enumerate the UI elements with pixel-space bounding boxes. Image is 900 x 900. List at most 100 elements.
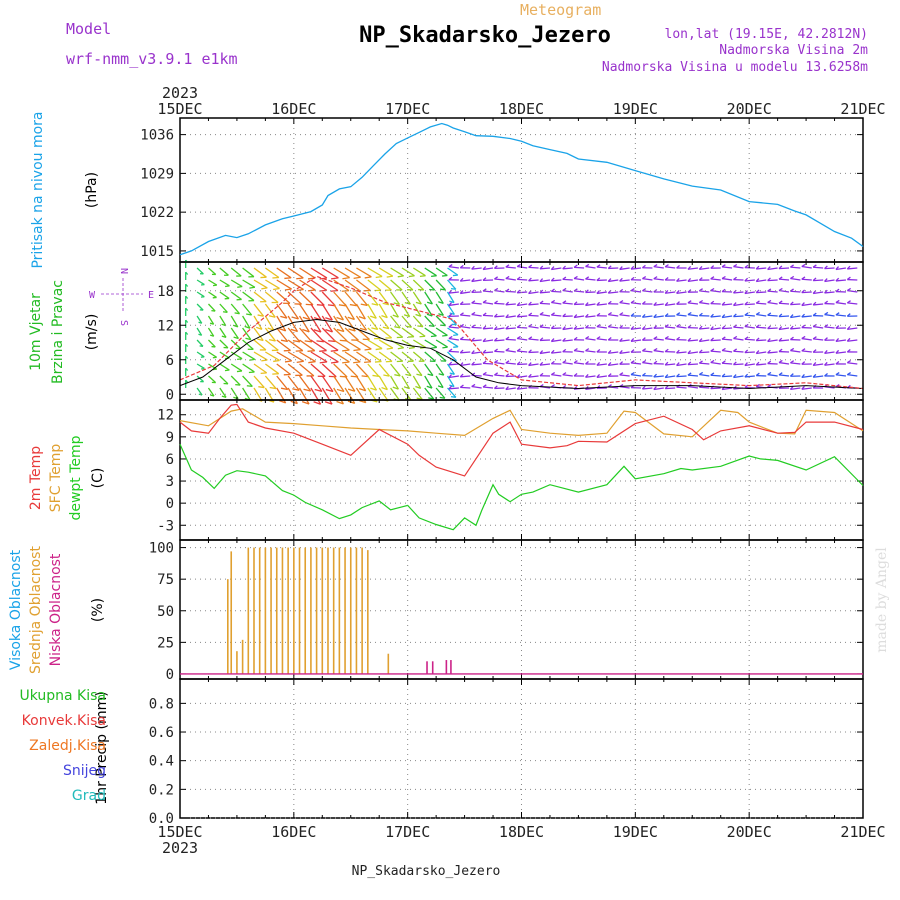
wind-vector-arrow <box>353 276 361 280</box>
wind-vector-arrow <box>653 347 658 352</box>
wind-vector-arrow <box>607 362 612 366</box>
wind-vector-arrow <box>253 327 264 341</box>
wind-vector-arrow <box>835 360 840 365</box>
wind-vector-arrow <box>428 397 434 400</box>
wind-vector-arrow <box>390 375 399 390</box>
wind-vector-arrow <box>813 266 824 269</box>
wind-vector-arrow <box>539 300 544 304</box>
wind-vector-arrow <box>789 386 794 390</box>
wind-vector-arrow <box>539 267 551 270</box>
wind-vector-arrow <box>517 350 528 353</box>
wind-vector-arrow <box>516 361 521 365</box>
wind-vector-arrow <box>367 375 378 391</box>
wind-vector-arrow <box>698 371 704 376</box>
cloud-ytick-label: 100 <box>149 541 174 557</box>
wind-vector-arrow <box>767 312 772 316</box>
wind-vector-arrow <box>253 303 265 317</box>
wind-vector-arrow <box>448 302 453 306</box>
legend-konvek-kisa: Konvek.Kisa <box>22 713 106 729</box>
wind-vector-arrow <box>447 387 457 398</box>
wind-vector-arrow <box>528 303 539 306</box>
wind-vector-arrow <box>471 311 476 316</box>
wind-vector-arrow <box>448 337 459 341</box>
wind-vector-arrow <box>710 327 721 331</box>
wind-vector-arrow <box>755 300 760 304</box>
wind-vector-arrow <box>824 279 835 283</box>
wind-vector-arrow <box>367 351 382 363</box>
wind-vector-arrow <box>642 359 647 364</box>
wind-vector-arrow <box>516 348 521 352</box>
wind-vector-arrow <box>246 313 252 316</box>
wind-vector-arrow <box>482 312 487 316</box>
wind-vector-arrow <box>744 375 755 378</box>
wind-vector-arrow <box>448 263 453 268</box>
wind-vector-arrow <box>471 337 475 342</box>
wind-vector-arrow <box>435 339 448 348</box>
wind-vector-arrow <box>801 385 805 390</box>
wind-vector-arrow <box>550 349 555 354</box>
wind-vector-arrow <box>516 263 521 268</box>
wind-vector-arrow <box>460 314 471 317</box>
wind-vector-arrow <box>494 339 505 342</box>
wind-vector-arrow <box>573 275 578 280</box>
wind-vector-arrow <box>324 401 333 405</box>
wind-vector-arrow <box>359 327 367 331</box>
wind-vector-arrow <box>505 349 516 353</box>
cloud-ticks: 0 25 50 75 100 <box>149 540 864 683</box>
wind-vector-arrow <box>607 278 612 282</box>
wind-vector-arrow <box>325 388 334 393</box>
wind-vector-arrow <box>801 263 806 268</box>
bottom-date-15dec: 15DEC <box>157 823 202 841</box>
wind-vector-arrow <box>415 301 422 305</box>
wind-vector-arrow <box>284 360 292 363</box>
wind-vector-arrow <box>630 289 642 293</box>
wind-vector-arrow <box>185 319 189 323</box>
wind-vector-arrow <box>528 325 539 329</box>
wind-vector-arrow <box>619 337 623 342</box>
wind-vector-arrow <box>710 287 715 292</box>
wind-vector-arrow <box>212 368 217 371</box>
wind-vector-arrow <box>494 327 505 331</box>
wind-vector-arrow <box>310 327 325 343</box>
wind-vector-arrow <box>619 299 624 304</box>
legend-zaledj-kisa: Zaledj.Kisa <box>29 738 106 754</box>
wind-vector-arrow <box>687 374 698 377</box>
meteogram-label: Meteogram <box>520 1 601 19</box>
wind-vector-arrow <box>824 313 835 317</box>
wind-vector-arrow <box>242 387 251 401</box>
wind-vector-arrow <box>790 266 801 269</box>
wind-vector-arrow <box>299 339 316 352</box>
wind-vector-arrow <box>336 328 345 333</box>
wind-vector-arrow <box>333 327 348 342</box>
wind-vector-arrow <box>755 337 760 342</box>
wind-vector-arrow <box>505 314 509 318</box>
wind-vector-arrow <box>230 291 242 300</box>
wind-vector-arrow <box>494 287 499 292</box>
wind-vector-arrow <box>319 361 328 364</box>
wind-vector-arrow <box>665 291 676 294</box>
wind-vector-arrow <box>790 315 801 319</box>
wind-vector-arrow <box>333 375 345 392</box>
wind-vector-arrow <box>248 371 255 374</box>
wind-vector-arrow <box>505 288 510 292</box>
wind-vector-arrow <box>344 315 356 332</box>
wind-vector-arrow <box>596 312 601 317</box>
wind-vector-arrow <box>447 315 457 326</box>
wind-vector-arrow <box>196 327 203 336</box>
wind-vector-arrow <box>778 361 790 365</box>
wind-vector-arrow <box>219 315 227 326</box>
wind-vector-arrow <box>237 285 243 288</box>
wind-vector-arrow <box>824 291 835 294</box>
wind-vector-arrow <box>664 348 669 353</box>
wind-vector-arrow <box>505 303 516 306</box>
pressure-grid <box>180 118 863 262</box>
wind-vector-arrow <box>253 363 268 374</box>
wind-vector-arrow <box>325 317 333 321</box>
wind-vector-arrow <box>404 301 411 305</box>
wind-vector-arrow <box>596 323 601 328</box>
model-name: wrf-nmm_v3.9.1 e1km <box>66 50 238 68</box>
wind-vector-arrow <box>310 279 328 291</box>
wind-vector-arrow <box>710 350 721 353</box>
wind-vector-arrow <box>653 373 658 378</box>
wind-vector-arrow <box>390 327 404 338</box>
